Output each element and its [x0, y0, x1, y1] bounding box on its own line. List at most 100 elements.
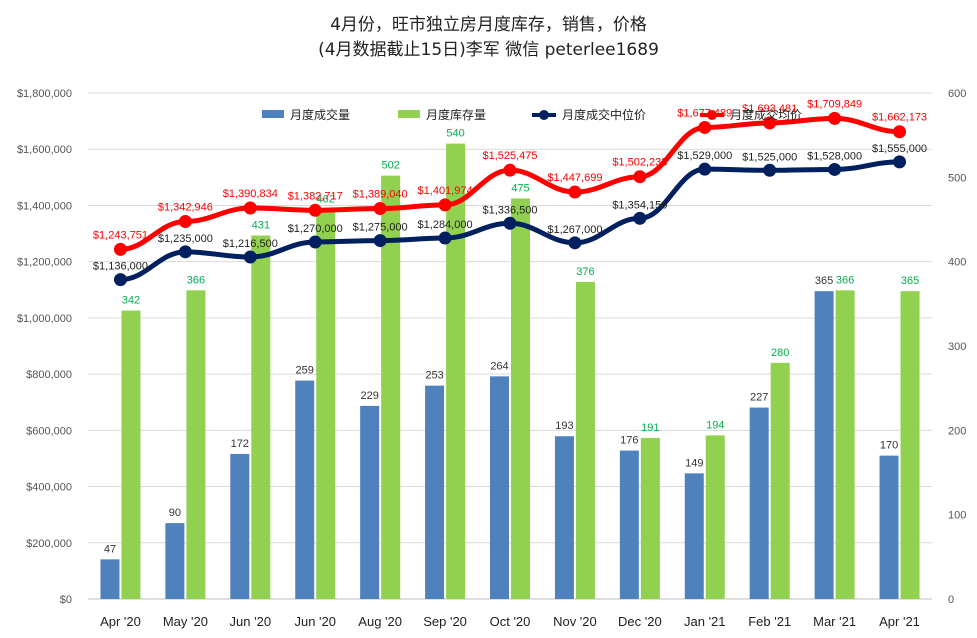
sales-bar-label: 172	[231, 438, 249, 450]
bars	[100, 143, 920, 600]
median-price-point	[763, 163, 777, 177]
left-axis-tick-label: $1,000,000	[17, 313, 72, 325]
x-axis-tick-label: Aug '20	[358, 614, 402, 629]
avg-price-point	[438, 198, 452, 212]
sales-bar	[554, 436, 574, 599]
median-price-point	[308, 235, 322, 249]
inventory-bar-label: 376	[576, 266, 594, 278]
inventory-bar	[705, 435, 725, 599]
sales-bar-label: 149	[685, 457, 703, 469]
legend-label: 月度成交中位价	[562, 107, 646, 122]
inventory-bar	[251, 235, 271, 600]
median-price-label: $1,136,000	[93, 261, 148, 273]
median-price-label: $1,528,000	[807, 150, 862, 162]
median-price-label: $1,529,000	[677, 150, 732, 162]
sales-bar	[360, 405, 380, 599]
sales-bar	[619, 450, 639, 599]
left-axis-tick-label: $1,600,000	[17, 144, 72, 156]
median-price-label: $1,216,500	[223, 238, 278, 250]
avg-price-label: $1,525,475	[482, 150, 537, 162]
sales-bar	[814, 291, 834, 599]
chart-title: 4月份，旺市独立房月度库存，销售，价格	[330, 15, 647, 35]
left-axis-tick-label: $1,400,000	[17, 200, 72, 212]
legend-swatch	[398, 110, 420, 118]
median-price-point	[113, 273, 127, 287]
x-axis-tick-label: Apr '21	[879, 614, 920, 629]
median-price-point	[633, 211, 647, 225]
inventory-bar-label: 342	[122, 295, 140, 307]
avg-price-point	[503, 163, 517, 177]
median-price-point	[893, 155, 907, 169]
x-axis-tick-label: Dec '20	[618, 614, 662, 629]
sales-bar-label: 90	[169, 507, 181, 519]
median-price-point	[243, 250, 257, 264]
legend-label: 月度库存量	[426, 107, 486, 122]
avg-price-label: $1,401,974	[418, 185, 473, 197]
sales-bar-label: 227	[750, 392, 768, 404]
median-price-label: $1,275,000	[353, 222, 408, 234]
right-axis-tick-label: 600	[948, 88, 966, 100]
sales-bar	[230, 453, 250, 599]
inventory-bar-label: 280	[771, 347, 789, 359]
left-axis-tick-label: $800,000	[26, 369, 72, 381]
median-price-label: $1,336,500	[482, 204, 537, 216]
median-price-point	[698, 162, 712, 176]
avg-price-point	[698, 120, 712, 134]
sales-bar	[879, 455, 899, 599]
sales-bar	[100, 559, 120, 599]
avg-price-point	[828, 111, 842, 125]
sales-bar-label: 264	[490, 360, 508, 372]
right-axis-tick-label: 500	[948, 172, 966, 184]
legend-label: 月度成交量	[290, 107, 350, 122]
sales-bar	[490, 376, 509, 599]
inventory-bar-label: 191	[641, 422, 659, 434]
right-axis-tick-label: 300	[948, 341, 966, 353]
avg-price-label: $1,693,481	[742, 103, 797, 115]
sales-bar-label: 170	[880, 440, 898, 452]
median-price-label: $1,267,000	[547, 224, 602, 236]
x-axis-tick-label: Mar '21	[813, 614, 856, 629]
inventory-bar	[900, 291, 920, 599]
legend-swatch	[262, 110, 284, 118]
inventory-bar-label: 366	[187, 274, 205, 286]
median-price-label: $1,354,150	[612, 199, 667, 211]
left-axis-tick-label: $400,000	[26, 482, 72, 494]
sales-bar-label: 365	[815, 275, 833, 287]
left-axis-tick-label: $0	[60, 594, 72, 606]
median-price-point	[373, 234, 387, 248]
sales-bar	[749, 407, 769, 599]
median-price-label: $1,284,000	[418, 219, 473, 231]
avg-price-point	[633, 170, 647, 184]
inventory-bar-label: 366	[836, 274, 854, 286]
sales-bar-label: 193	[555, 420, 573, 432]
inventory-bar-label: 475	[511, 182, 529, 194]
legend-marker	[539, 110, 549, 120]
legend-marker	[707, 110, 717, 120]
inventory-bar	[316, 209, 336, 599]
sales-bar-label: 229	[360, 390, 378, 402]
avg-price-label: $1,389,040	[353, 189, 408, 201]
median-price-label: $1,555,000	[872, 143, 927, 155]
gridlines	[88, 92, 932, 600]
x-axis-tick-label: Oct '20	[490, 614, 531, 629]
right-axis-tick-label: 400	[948, 257, 966, 269]
left-axis-tick-label: $600,000	[26, 425, 72, 437]
sales-bar	[684, 473, 704, 599]
inventory-bar	[381, 175, 401, 599]
legend-label: 月度成交均价	[730, 107, 802, 122]
sales-bar-label: 253	[425, 370, 443, 382]
legend: 月度成交量 月度库存量 月度成交中位价 月度成交均价	[262, 107, 802, 122]
axes: $0 $200,000 $400,000 $600,000 $800,000 $1,000…	[17, 88, 966, 629]
inventory-bar	[835, 290, 855, 599]
right-axis-tick-label: 100	[948, 510, 966, 522]
inventory-bar	[640, 437, 660, 599]
avg-price-label: $1,342,946	[158, 201, 213, 213]
inventory-bar	[446, 143, 466, 599]
avg-price-point	[243, 201, 257, 215]
avg-price-point	[373, 202, 387, 216]
avg-price-label: $1,709,849	[807, 98, 862, 110]
inventory-bar-label: 365	[901, 275, 919, 287]
chart-subtitle: (4月数据截止15日)李军 微信 peterlee1689	[318, 40, 659, 60]
x-axis-tick-label: Jan '21	[684, 614, 726, 629]
